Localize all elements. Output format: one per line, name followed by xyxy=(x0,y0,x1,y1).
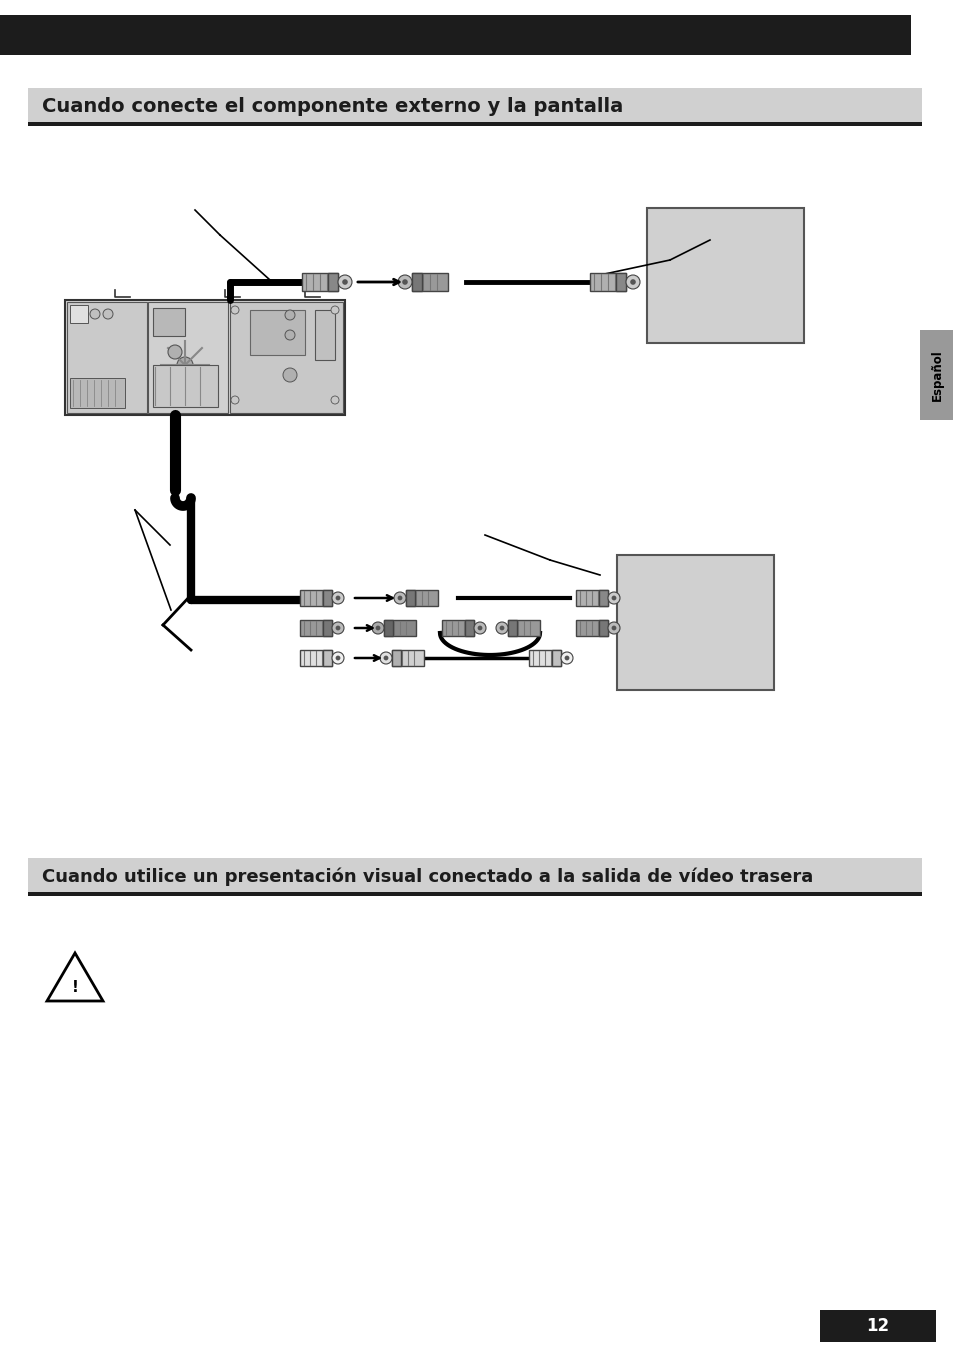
Bar xyxy=(152,364,218,406)
Circle shape xyxy=(332,652,344,664)
Bar xyxy=(406,589,415,606)
Circle shape xyxy=(332,622,344,634)
Bar xyxy=(598,621,607,635)
Bar xyxy=(323,650,332,667)
Circle shape xyxy=(285,310,294,320)
Bar xyxy=(617,556,773,690)
Bar xyxy=(589,272,625,291)
Circle shape xyxy=(611,596,616,600)
Bar xyxy=(70,378,125,408)
Bar xyxy=(392,650,400,667)
Circle shape xyxy=(372,622,384,634)
Circle shape xyxy=(283,369,296,382)
Bar xyxy=(323,621,332,635)
Bar xyxy=(70,305,88,322)
Bar xyxy=(646,209,803,343)
Text: 12: 12 xyxy=(865,1317,888,1335)
Circle shape xyxy=(332,592,344,604)
Bar xyxy=(314,310,335,360)
Circle shape xyxy=(607,622,619,634)
Bar xyxy=(616,272,625,291)
Circle shape xyxy=(496,622,507,634)
Bar xyxy=(529,650,560,667)
Circle shape xyxy=(402,279,407,285)
Bar xyxy=(384,621,416,635)
Bar xyxy=(384,621,393,635)
Bar xyxy=(412,272,421,291)
Bar xyxy=(28,122,921,126)
Circle shape xyxy=(560,652,573,664)
Bar xyxy=(576,621,607,635)
Bar xyxy=(28,88,921,122)
Circle shape xyxy=(335,626,340,630)
Circle shape xyxy=(607,592,619,604)
Circle shape xyxy=(90,309,100,318)
Circle shape xyxy=(499,626,504,630)
Bar xyxy=(576,589,607,606)
Circle shape xyxy=(337,275,352,289)
Bar xyxy=(152,308,185,336)
Bar xyxy=(441,621,474,635)
Bar xyxy=(302,272,337,291)
Bar xyxy=(323,589,332,606)
Bar xyxy=(412,272,448,291)
Circle shape xyxy=(331,396,338,404)
Circle shape xyxy=(564,656,569,660)
Bar xyxy=(328,272,337,291)
Circle shape xyxy=(331,306,338,314)
Bar xyxy=(392,650,423,667)
Polygon shape xyxy=(47,953,103,1001)
Bar xyxy=(507,621,517,635)
Circle shape xyxy=(397,275,412,289)
Circle shape xyxy=(379,652,392,664)
Bar xyxy=(552,650,560,667)
Bar xyxy=(0,15,910,56)
Bar xyxy=(406,589,437,606)
Circle shape xyxy=(168,346,182,359)
Circle shape xyxy=(231,396,239,404)
Circle shape xyxy=(231,306,239,314)
Bar xyxy=(464,621,474,635)
Bar xyxy=(507,621,539,635)
Bar xyxy=(148,302,228,413)
Bar xyxy=(250,310,305,355)
Circle shape xyxy=(630,279,635,285)
Circle shape xyxy=(177,356,193,373)
Bar xyxy=(230,302,343,413)
Bar xyxy=(67,302,147,413)
Circle shape xyxy=(394,592,406,604)
Text: Cuando utilice un presentación visual conectado a la salida de vídeo trasera: Cuando utilice un presentación visual co… xyxy=(42,867,812,886)
Circle shape xyxy=(103,309,112,318)
Text: Cuando conecte el componente externo y la pantalla: Cuando conecte el componente externo y l… xyxy=(42,98,622,117)
Circle shape xyxy=(474,622,485,634)
Text: !: ! xyxy=(71,980,78,995)
Circle shape xyxy=(152,333,216,397)
Bar xyxy=(28,858,921,892)
Circle shape xyxy=(375,626,380,630)
Bar xyxy=(919,331,953,420)
Circle shape xyxy=(477,626,482,630)
Bar xyxy=(28,892,921,896)
Circle shape xyxy=(342,279,348,285)
Circle shape xyxy=(335,596,340,600)
Bar xyxy=(299,589,332,606)
Bar xyxy=(65,299,345,415)
Bar xyxy=(299,650,332,667)
Circle shape xyxy=(383,656,388,660)
Bar xyxy=(299,621,332,635)
Circle shape xyxy=(625,275,639,289)
Circle shape xyxy=(397,596,402,600)
Circle shape xyxy=(285,331,294,340)
Circle shape xyxy=(611,626,616,630)
Bar xyxy=(598,589,607,606)
Text: Español: Español xyxy=(929,350,943,401)
Bar xyxy=(820,1310,935,1341)
Circle shape xyxy=(335,656,340,660)
